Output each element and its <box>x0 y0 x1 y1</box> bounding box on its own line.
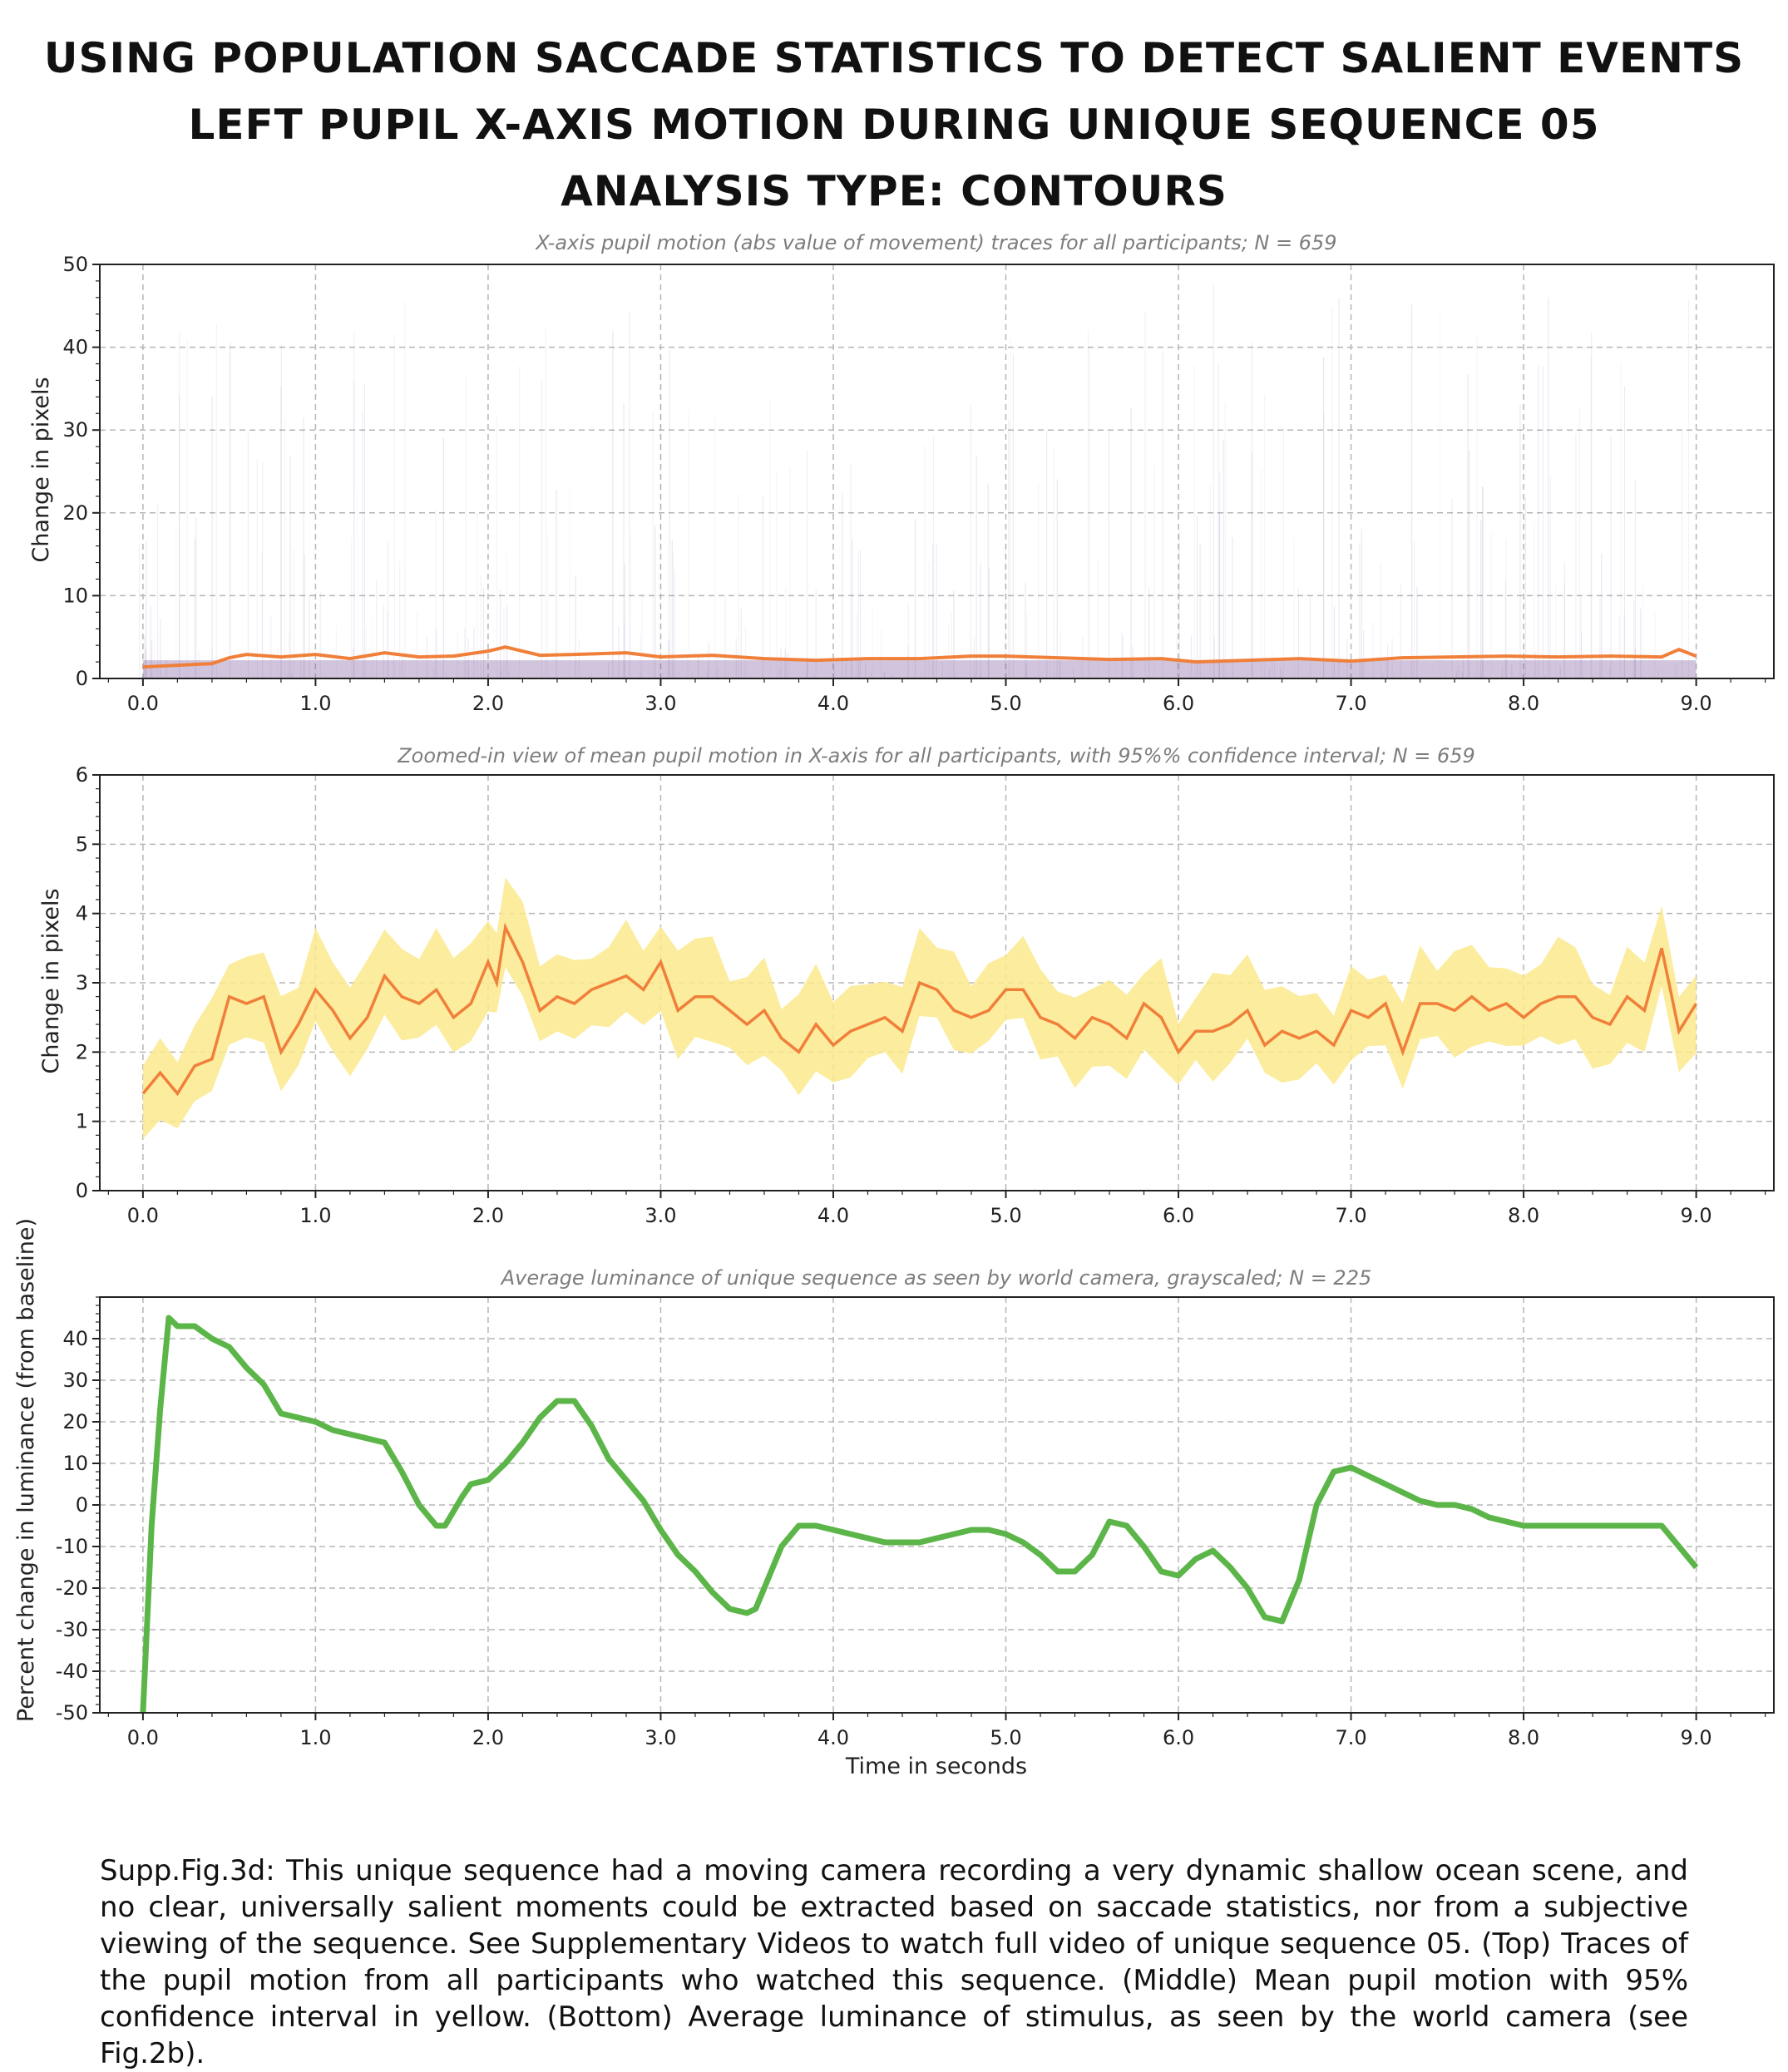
x-tick-label: 1.0 <box>299 1726 331 1749</box>
confidence-band <box>142 877 1697 1139</box>
y-tick-label: -30 <box>56 1618 88 1641</box>
y-tick-label: 2 <box>76 1040 88 1063</box>
x-tick-label: 8.0 <box>1508 1726 1539 1749</box>
main-title-line-3: ANALYSIS TYPE: CONTOURS <box>561 167 1227 215</box>
y-tick-label: 50 <box>62 253 88 276</box>
figure-caption: Supp.Fig.3d: This unique sequence had a … <box>100 1854 1688 2070</box>
x-tick-label: 1.0 <box>299 1204 331 1227</box>
x-tick-label: 6.0 <box>1163 1726 1194 1749</box>
panel-luminance-xlabel: Time in seconds <box>845 1754 1027 1779</box>
x-tick-label: 1.0 <box>299 692 331 715</box>
y-tick-label: 0 <box>76 1179 88 1202</box>
x-tick-label: 9.0 <box>1681 692 1712 715</box>
x-tick-label: 5.0 <box>990 692 1021 715</box>
main-title-line-2: LEFT PUPIL X-AXIS MOTION DURING UNIQUE S… <box>188 101 1600 149</box>
y-tick-label: 0 <box>76 667 88 690</box>
panel-mean-ci-ylabel: Change in pixels <box>38 888 64 1073</box>
x-tick-label: 7.0 <box>1335 692 1366 715</box>
trace-density-band <box>142 660 1697 678</box>
panel-traces-ylabel: Change in pixels <box>28 377 54 562</box>
x-tick-label: 0.0 <box>127 692 159 715</box>
x-tick-label: 7.0 <box>1335 1204 1366 1227</box>
x-tick-label: 8.0 <box>1508 692 1539 715</box>
panel-traces-title: X-axis pupil motion (abs value of moveme… <box>534 231 1336 254</box>
x-tick-label: 7.0 <box>1335 1726 1366 1749</box>
x-tick-label: 2.0 <box>472 692 504 715</box>
y-tick-label: 3 <box>76 971 88 994</box>
panel-mean-ci: 0.0 1.0 2.0 3.0 4.0 5.0 6.0 7.0 8.0 9.0 0 1 2 3 4 5 6 Zo… <box>38 744 1775 1227</box>
mean-line <box>141 922 1698 1097</box>
y-tick-label: 10 <box>62 584 88 607</box>
y-tick-label: -40 <box>56 1660 88 1683</box>
x-tick-label: 6.0 <box>1163 1204 1194 1227</box>
x-tick-label: 4.0 <box>817 692 849 715</box>
x-tick-label: 6.0 <box>1163 692 1194 715</box>
panel-luminance: 0.0 1.0 2.0 3.0 4.0 5.0 6.0 7.0 8.0 9.0 -50 -40 -30 -… <box>13 1218 1775 1779</box>
x-tick-label: 4.0 <box>817 1204 849 1227</box>
y-tick-label: 4 <box>76 902 88 925</box>
y-tick-label: 10 <box>62 1452 88 1475</box>
panel-luminance-title: Average luminance of unique sequence as … <box>500 1266 1372 1290</box>
x-tick-label: 3.0 <box>645 1204 676 1227</box>
x-tick-label: 2.0 <box>472 1204 504 1227</box>
x-tick-label: 3.0 <box>645 692 676 715</box>
x-tick-label: 4.0 <box>817 1726 849 1749</box>
participant-traces <box>139 284 1690 678</box>
y-tick-label: -20 <box>56 1576 88 1600</box>
x-tick-label: 0.0 <box>127 1204 159 1227</box>
y-tick-label: -50 <box>56 1701 88 1724</box>
x-tick-label: 8.0 <box>1508 1204 1539 1227</box>
y-tick-label: -10 <box>56 1535 88 1558</box>
mean-line <box>142 645 1697 669</box>
y-tick-label: 6 <box>76 763 88 787</box>
y-tick-label: 1 <box>76 1110 88 1133</box>
x-tick-label: 5.0 <box>990 1204 1021 1227</box>
y-tick-label: 30 <box>62 418 88 442</box>
panel-mean-ci-title: Zoomed-in view of mean pupil motion in X… <box>397 744 1475 767</box>
y-tick-label: 0 <box>76 1493 88 1517</box>
x-tick-label: 2.0 <box>472 1726 504 1749</box>
x-tick-label: 0.0 <box>127 1726 159 1749</box>
x-tick-label: 9.0 <box>1681 1726 1712 1749</box>
y-tick-label: 40 <box>62 1327 88 1350</box>
figure-titles: USING POPULATION SACCADE STATISTICS TO D… <box>0 25 1788 224</box>
main-title-line-1: USING POPULATION SACCADE STATISTICS TO D… <box>43 34 1745 82</box>
plot-layer-1: 0.0 1.0 2.0 3.0 4.0 5.0 6.0 7.0 8.0 9.0 0 1 2 3 4 5 6 <box>76 763 1775 1227</box>
figure-canvas: 0.0 1.0 2.0 3.0 4.0 5.0 6.0 7.0 8.0 9.00102030405… <box>13 231 1775 1779</box>
panel-traces: 0.0 1.0 2.0 3.0 4.0 5.0 6.0 7.0 8.0 9.0 0 10 20 30 40 5… <box>28 231 1775 715</box>
y-tick-label: 30 <box>62 1369 88 1392</box>
y-tick-label: 40 <box>62 336 88 359</box>
luminance-line <box>140 1315 1699 1714</box>
plot-layer-2: 0.0 1.0 2.0 3.0 4.0 5.0 6.0 7.0 8.0 9.0 -50 -40 -30 -… <box>56 1296 1775 1749</box>
plot-layer-0: 0.0 1.0 2.0 3.0 4.0 5.0 6.0 7.0 8.0 9.0 0 10 20 30 40 5… <box>62 253 1775 715</box>
panel-luminance-ylabel: Percent change in luminance (from baseli… <box>13 1218 39 1722</box>
y-tick-label: 20 <box>62 1410 88 1433</box>
x-tick-label: 5.0 <box>990 1726 1021 1749</box>
x-tick-label: 3.0 <box>645 1726 676 1749</box>
y-tick-label: 5 <box>76 832 88 856</box>
y-tick-label: 20 <box>62 501 88 525</box>
x-tick-label: 9.0 <box>1681 1204 1712 1227</box>
